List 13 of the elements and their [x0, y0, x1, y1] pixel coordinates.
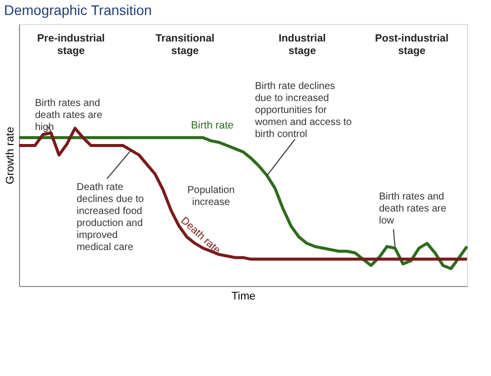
text: Transitional stage — [156, 32, 215, 57]
series-label: Birth rate — [191, 120, 234, 132]
text: Post-industrial stage — [375, 32, 449, 57]
text: Pre-industrial stage — [37, 32, 105, 57]
annotation: Birth rates and death rates are low — [379, 191, 447, 226]
annotation: Death rate declines due to increased food production and improved medical care — [76, 182, 144, 253]
chart-title: Demographic Transition — [4, 2, 152, 18]
y-axis-title: Growth rate — [4, 126, 16, 184]
annotation: Birth rate declines due to increased opportunities for women and access to birth control — [254, 80, 352, 140]
text: Industrial stage — [278, 32, 326, 57]
x-axis-title: Time — [231, 290, 256, 302]
annotation: Birth rates and death rates are high — [35, 98, 103, 134]
annotation: Population increase — [187, 184, 235, 208]
